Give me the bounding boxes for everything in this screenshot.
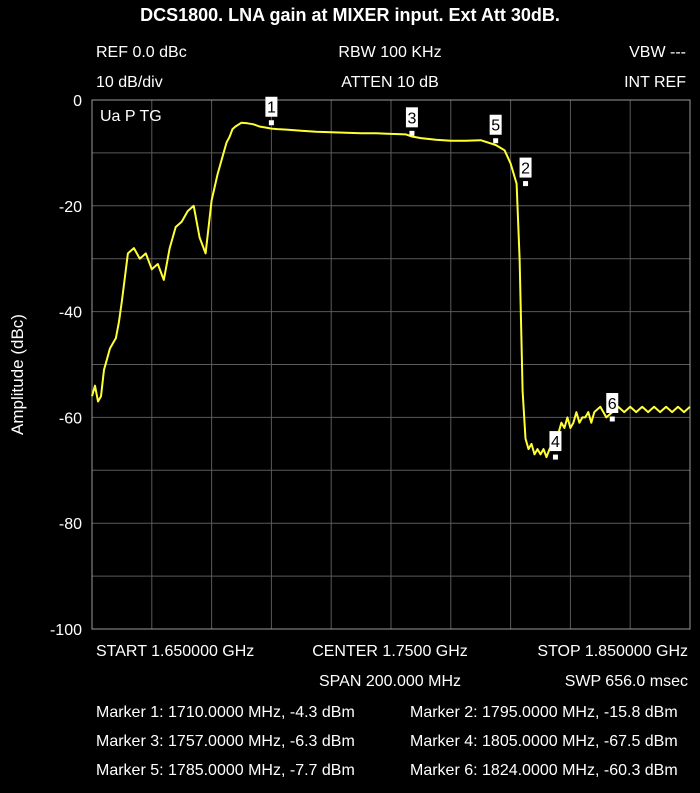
center-frequency-label: CENTER 1.7500 GHz [312,643,468,660]
marker-2-label: 2 [521,161,530,178]
marker-1-label: 1 [267,100,276,117]
trace-line [91,121,691,459]
marker-6-label: 6 [608,396,617,413]
mode-label: Ua P TG [100,108,162,125]
marker-3-label: 3 [407,110,416,127]
y-tick-label: 0 [73,93,82,110]
marker-5-point [493,138,499,144]
marker-readout-1: Marker 1: 1710.0000 MHz, -4.3 dBm [96,704,355,721]
marker-1-point [268,120,274,126]
plot-frame [91,99,691,630]
y-tick-label: -80 [59,516,82,533]
sweep-time-label: SWP 656.0 msec [564,673,688,690]
marker-2-flag [519,157,532,178]
marker-4-flag [549,431,562,452]
marker-readout-6: Marker 6: 1824.0000 MHz, -60.3 dBm [410,762,678,779]
marker-1-flag [265,96,278,117]
stop-frequency-label: STOP 1.850000 GHz [537,643,688,660]
scale-label: 10 dB/div [96,74,163,91]
marker-2-point [523,181,529,187]
y-tick-label: -20 [59,199,82,216]
rbw-label: RBW 100 KHz [338,44,442,61]
marker-5-flag [489,114,502,135]
y-tick-label: -60 [59,410,82,427]
vbw-label: VBW --- [629,44,686,61]
marker-readout-2: Marker 2: 1795.0000 MHz, -15.8 dBm [410,704,678,721]
ref-level-label: REF 0.0 dBc [96,44,187,61]
y-tick-label: -40 [59,305,82,322]
atten-label: ATTEN 10 dB [341,74,439,91]
ref-source-label: INT REF [624,74,686,91]
marker-6-point [609,416,615,422]
marker-6-flag [606,392,619,413]
start-frequency-label: START 1.650000 GHz [96,643,255,660]
marker-readout-3: Marker 3: 1757.0000 MHz, -6.3 dBm [96,733,355,750]
marker-4-point [552,454,558,460]
y-tick-label: -100 [50,622,82,639]
marker-readout-4: Marker 4: 1805.0000 MHz, -67.5 dBm [410,733,678,750]
marker-3-point [409,130,415,136]
span-label: SPAN 200.000 MHz [319,673,461,690]
marker-4-label: 4 [551,434,560,451]
marker-readout-5: Marker 5: 1785.0000 MHz, -7.7 dBm [96,762,355,779]
chart-title: DCS1800. LNA gain at MIXER input. Ext At… [140,5,560,25]
marker-5-label: 5 [491,118,500,135]
y-axis-label: Amplitude (dBc) [8,314,27,435]
marker-3-flag [405,107,418,128]
